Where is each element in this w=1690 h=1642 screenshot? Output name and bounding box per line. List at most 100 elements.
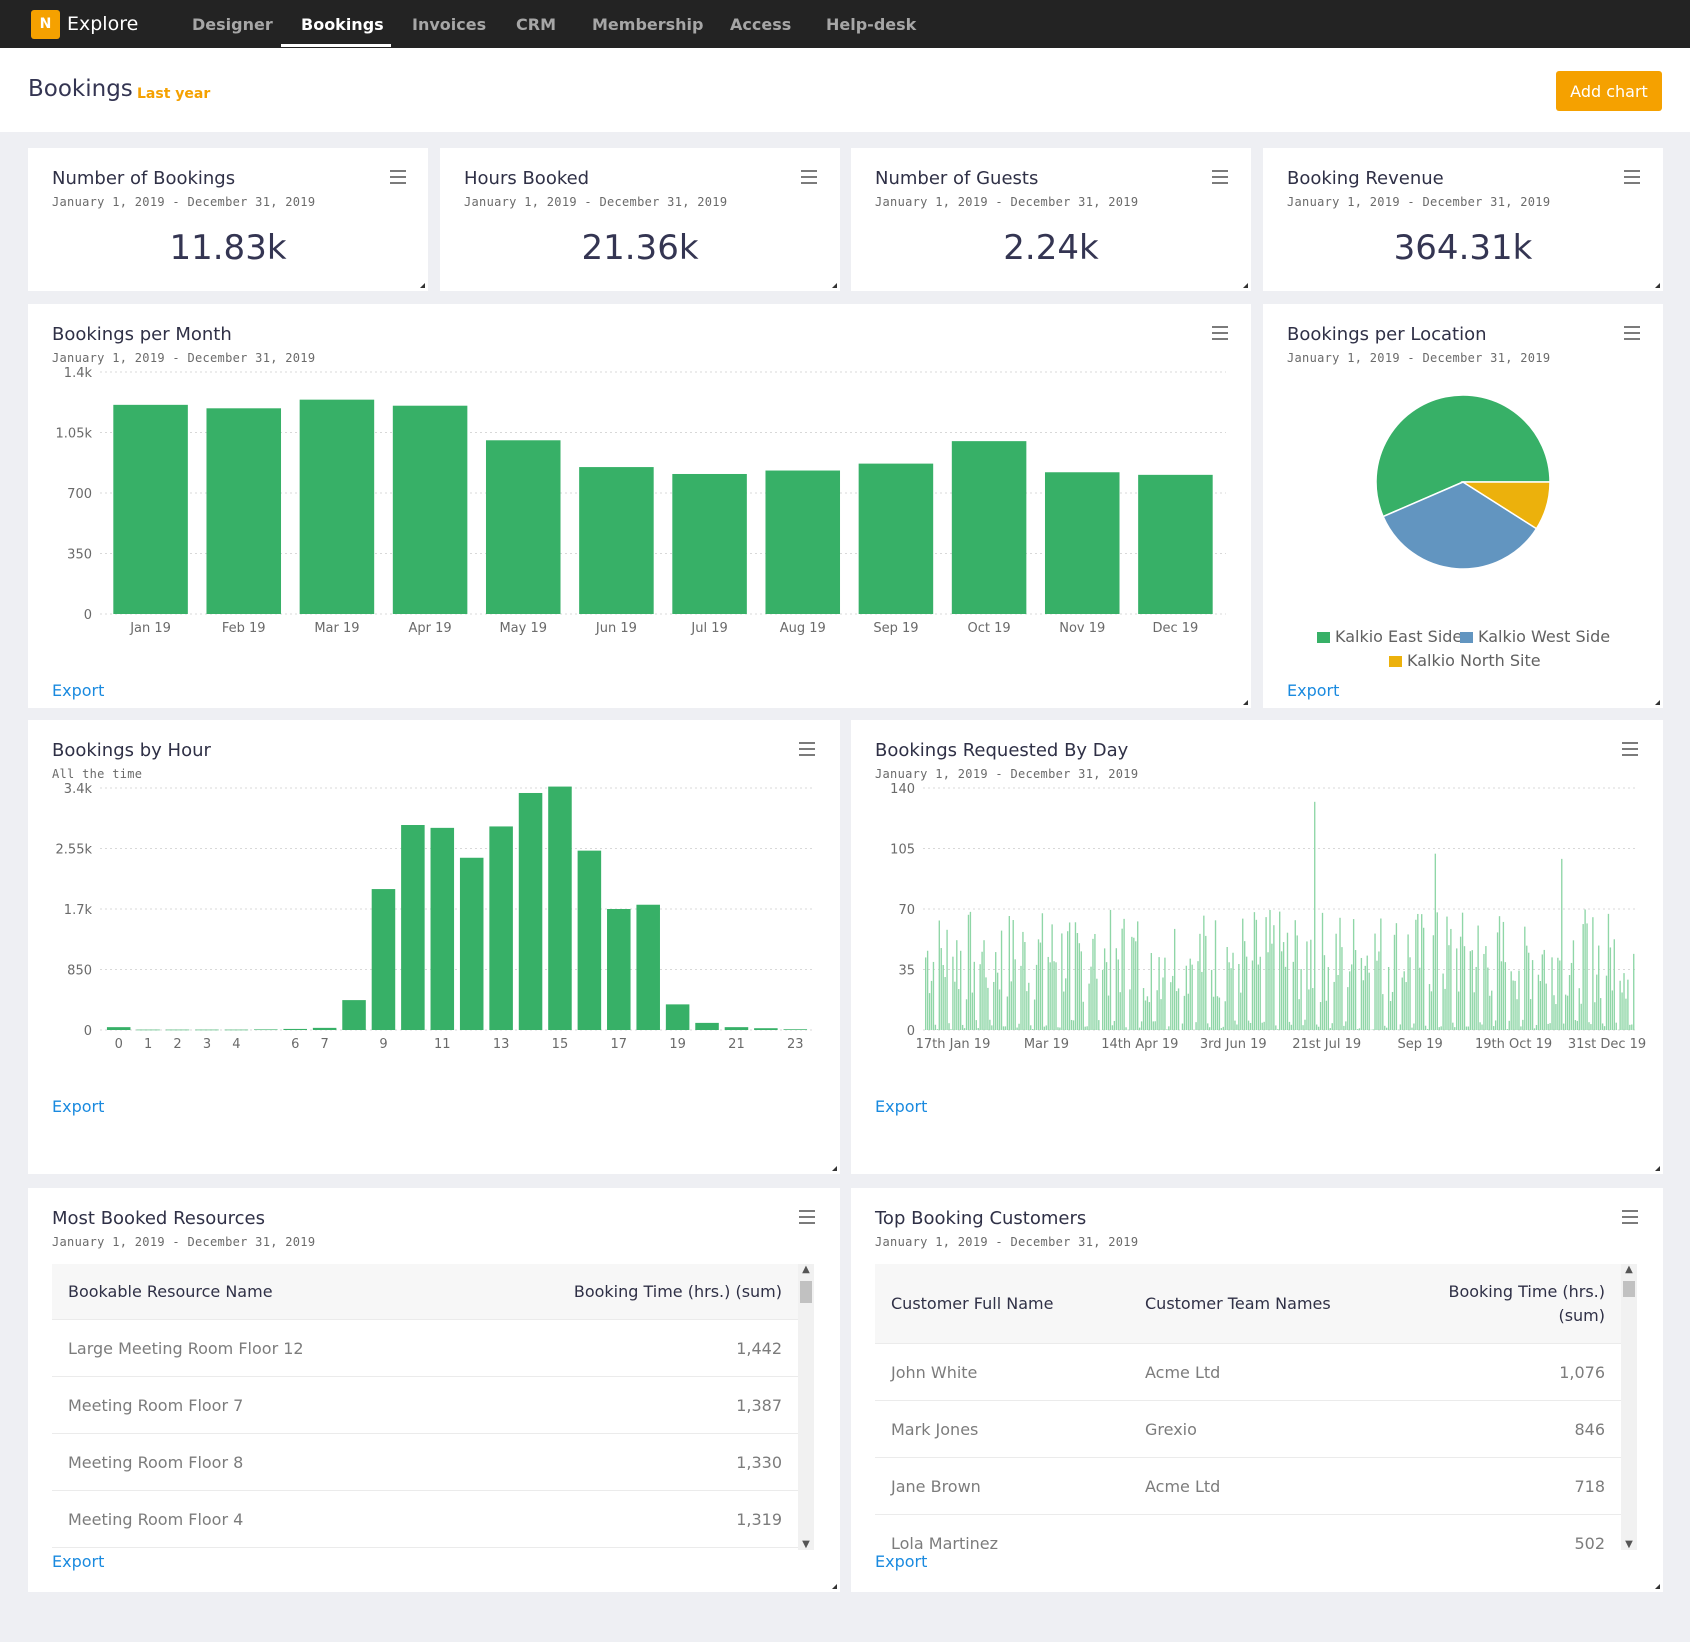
bar bbox=[1168, 1026, 1170, 1030]
bar bbox=[401, 825, 425, 1030]
bar bbox=[1380, 918, 1382, 1030]
menu-icon[interactable] bbox=[799, 1210, 815, 1224]
scroll-thumb[interactable] bbox=[800, 1281, 812, 1303]
resize-handle-icon[interactable] bbox=[1655, 1584, 1660, 1589]
bar bbox=[965, 999, 968, 1030]
x-tick-label: 15 bbox=[552, 1037, 569, 1052]
bar bbox=[1514, 980, 1516, 1030]
menu-icon[interactable] bbox=[799, 742, 815, 756]
bar bbox=[1362, 980, 1365, 1030]
bar bbox=[1059, 1027, 1061, 1030]
bar bbox=[1496, 932, 1499, 1030]
tab-help-desk[interactable]: Help-desk bbox=[826, 15, 917, 34]
resize-handle-icon[interactable] bbox=[420, 283, 425, 288]
table-row[interactable]: Jane Brown Acme Ltd 718 bbox=[875, 1458, 1621, 1515]
resize-handle-icon[interactable] bbox=[832, 1584, 837, 1589]
column-header[interactable]: Booking Time (hrs.) (sum) bbox=[573, 1282, 782, 1301]
menu-icon[interactable] bbox=[801, 170, 817, 184]
export-link[interactable]: Export bbox=[52, 681, 105, 700]
x-tick-label: Apr 19 bbox=[408, 621, 451, 636]
column-header[interactable]: Booking Time (hrs.) bbox=[1448, 1282, 1605, 1301]
bar bbox=[113, 404, 188, 614]
bar bbox=[430, 827, 455, 1030]
bar bbox=[1417, 913, 1419, 1030]
menu-icon[interactable] bbox=[1622, 742, 1638, 756]
menu-icon[interactable] bbox=[390, 170, 406, 184]
resize-handle-icon[interactable] bbox=[832, 1166, 837, 1171]
table-row[interactable]: Large Meeting Room Floor 12 1,442 bbox=[52, 1320, 798, 1377]
table-row[interactable]: John White Acme Ltd 1,076 bbox=[875, 1344, 1621, 1401]
card-date-range: January 1, 2019 - December 31, 2019 bbox=[875, 195, 1139, 209]
bar bbox=[1551, 957, 1553, 1030]
table-row[interactable]: Meeting Room Floor 7 1,387 bbox=[52, 1377, 798, 1434]
legend-item[interactable]: Kalkio East Side bbox=[1317, 627, 1462, 646]
scroll-up-icon[interactable]: ▲ bbox=[1625, 1264, 1633, 1275]
scroll-down-icon[interactable]: ▼ bbox=[802, 1539, 810, 1550]
resize-handle-icon[interactable] bbox=[1655, 283, 1660, 288]
table-scrollbar[interactable]: ▲ ▼ bbox=[798, 1264, 814, 1550]
bar bbox=[1411, 1027, 1413, 1030]
tab-access[interactable]: Access bbox=[730, 15, 792, 34]
bar bbox=[1201, 971, 1203, 1030]
export-link[interactable]: Export bbox=[875, 1552, 928, 1571]
menu-icon[interactable] bbox=[1622, 1210, 1638, 1224]
tab-membership[interactable]: Membership bbox=[592, 15, 704, 34]
y-tick-label: 1.4k bbox=[64, 366, 93, 381]
bar bbox=[1543, 949, 1545, 1030]
bar bbox=[1249, 1022, 1252, 1030]
resize-handle-icon[interactable] bbox=[1655, 700, 1660, 705]
resize-handle-icon[interactable] bbox=[1243, 700, 1248, 705]
bar bbox=[1629, 1024, 1631, 1030]
tab-invoices[interactable]: Invoices bbox=[412, 15, 487, 34]
bar bbox=[459, 857, 484, 1030]
table-row[interactable]: Meeting Room Floor 4 1,319 bbox=[52, 1491, 798, 1548]
table-row[interactable]: Lola Martinez 502 bbox=[875, 1515, 1621, 1550]
date-range-selector[interactable]: Last year bbox=[137, 86, 211, 102]
table-row[interactable]: Mark Jones Grexio 846 bbox=[875, 1401, 1621, 1458]
bar bbox=[1625, 998, 1627, 1030]
menu-icon[interactable] bbox=[1624, 326, 1640, 340]
bar bbox=[1121, 928, 1123, 1030]
menu-icon[interactable] bbox=[1624, 170, 1640, 184]
bar bbox=[1129, 989, 1131, 1030]
bar bbox=[1247, 1020, 1250, 1030]
menu-icon[interactable] bbox=[1212, 170, 1228, 184]
x-tick-label: 17th Jan 19 bbox=[916, 1037, 991, 1052]
export-link[interactable]: Export bbox=[52, 1552, 105, 1571]
app-logo-icon[interactable]: N bbox=[31, 10, 60, 39]
bar bbox=[1382, 994, 1384, 1030]
tab-designer[interactable]: Designer bbox=[192, 15, 273, 34]
menu-icon[interactable] bbox=[1212, 326, 1228, 340]
x-tick-label: Feb 19 bbox=[222, 621, 266, 636]
tab-crm[interactable]: CRM bbox=[516, 15, 556, 34]
table-row[interactable]: Meeting Room Floor 8 1,330 bbox=[52, 1434, 798, 1491]
bar bbox=[1457, 991, 1460, 1030]
bar bbox=[1584, 909, 1586, 1030]
export-link[interactable]: Export bbox=[52, 1097, 105, 1116]
bar bbox=[1518, 970, 1520, 1030]
column-header[interactable]: Bookable Resource Name bbox=[68, 1282, 273, 1301]
bar bbox=[1228, 962, 1230, 1030]
card-date-range: All the time bbox=[52, 767, 143, 781]
resize-handle-icon[interactable] bbox=[1243, 283, 1248, 288]
scroll-up-icon[interactable]: ▲ bbox=[802, 1264, 810, 1275]
legend-item[interactable]: Kalkio North Site bbox=[1389, 651, 1541, 670]
legend-item[interactable]: Kalkio West Side bbox=[1460, 627, 1610, 646]
booking-time: 1,319 bbox=[736, 1510, 782, 1529]
bar bbox=[1137, 921, 1139, 1030]
column-header[interactable]: Customer Full Name bbox=[891, 1294, 1054, 1313]
bar bbox=[299, 399, 375, 614]
bar bbox=[1549, 1023, 1551, 1030]
scroll-down-icon[interactable]: ▼ bbox=[1625, 1539, 1633, 1550]
tab-bookings[interactable]: Bookings bbox=[301, 15, 384, 34]
app-name[interactable]: Explore bbox=[67, 13, 139, 35]
export-link[interactable]: Export bbox=[1287, 681, 1340, 700]
resize-handle-icon[interactable] bbox=[1655, 1166, 1660, 1171]
resize-handle-icon[interactable] bbox=[832, 283, 837, 288]
table-scrollbar[interactable]: ▲ ▼ bbox=[1621, 1264, 1637, 1550]
column-header[interactable]: Customer Team Names bbox=[1145, 1294, 1331, 1313]
add-chart-button[interactable]: Add chart bbox=[1556, 71, 1662, 111]
scroll-thumb[interactable] bbox=[1623, 1281, 1635, 1297]
export-link[interactable]: Export bbox=[875, 1097, 928, 1116]
bar bbox=[1555, 1004, 1557, 1030]
